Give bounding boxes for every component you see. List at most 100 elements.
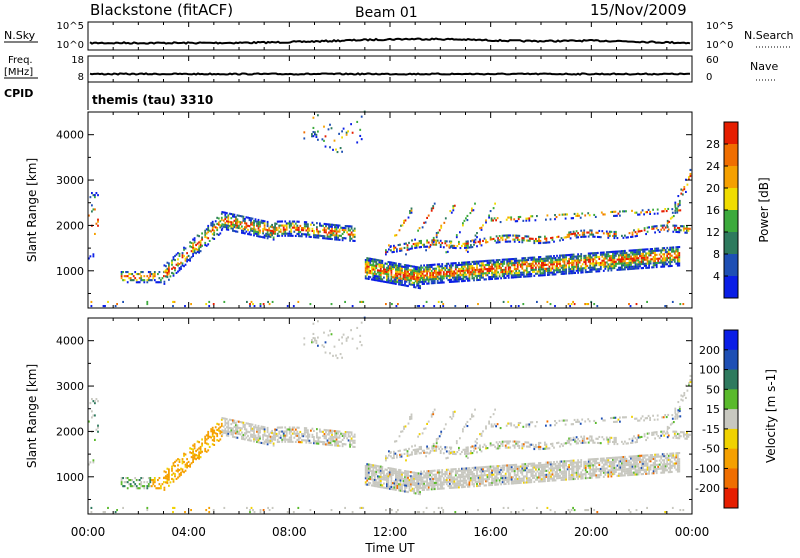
power-cell	[397, 269, 399, 271]
power-cell	[412, 284, 414, 286]
velocity-cell	[140, 481, 142, 483]
velocity-cell	[164, 489, 166, 491]
velocity-cell	[159, 483, 161, 485]
velocity-cell	[165, 471, 167, 473]
power-cell	[502, 273, 504, 275]
power-cell	[554, 218, 556, 220]
velocity-cell	[264, 426, 266, 428]
power-cell	[316, 134, 318, 136]
power-cell	[366, 259, 368, 261]
noise-left-label: N.Sky	[4, 29, 36, 42]
velocity-cell	[630, 511, 632, 513]
power-cell	[458, 280, 460, 282]
power-cell	[645, 255, 647, 257]
power-cell	[325, 146, 327, 148]
power-cell	[405, 253, 407, 255]
power-cell	[546, 240, 548, 242]
power-cell	[121, 277, 123, 279]
velocity-cell	[221, 425, 223, 427]
power-cell	[609, 251, 611, 253]
power-cell	[93, 255, 95, 257]
power-cell	[654, 256, 656, 258]
velocity-cell	[336, 438, 338, 440]
power-cell	[678, 227, 680, 229]
power-cell	[420, 246, 422, 248]
velocity-cell	[255, 424, 257, 426]
power-cell	[452, 207, 454, 209]
velocity-cell	[537, 479, 539, 481]
power-cell	[303, 131, 305, 133]
power-cell	[601, 212, 603, 214]
power-cell	[509, 241, 511, 243]
power-cell	[594, 254, 596, 256]
velocity-cell	[259, 431, 261, 433]
velocity-cell	[682, 509, 684, 511]
power-cell	[639, 263, 641, 265]
velocity-cell	[496, 475, 498, 477]
velocity-cell	[160, 485, 162, 487]
velocity-cell	[127, 487, 129, 489]
power-cell	[597, 232, 599, 234]
power-cell	[678, 246, 680, 248]
velocity-cell	[305, 439, 307, 441]
power-cell	[678, 264, 680, 266]
power-cell	[407, 244, 409, 246]
power-cell	[672, 246, 674, 248]
power-cell	[216, 233, 218, 235]
power-cell	[515, 270, 517, 272]
power-cell	[305, 233, 307, 235]
velocity-cell	[325, 341, 327, 343]
power-cell	[564, 271, 566, 273]
power-cell	[564, 258, 566, 260]
power-cell	[677, 248, 679, 250]
velocity-cell	[305, 442, 307, 444]
velocity-cell	[192, 461, 194, 463]
velocity-cell	[337, 443, 339, 445]
velocity-cell	[139, 479, 141, 481]
velocity-cell	[426, 476, 428, 478]
power-cell	[482, 275, 484, 277]
power-cell	[349, 240, 351, 242]
velocity-cell	[397, 481, 399, 483]
power-cell	[502, 239, 504, 241]
power-cell	[603, 252, 605, 254]
power-cell	[461, 245, 463, 247]
power-cell	[441, 265, 443, 267]
power-cell	[523, 274, 525, 276]
power-cell	[309, 228, 311, 230]
velocity-cell	[391, 480, 393, 482]
power-cell	[446, 273, 448, 275]
power-cell	[577, 232, 579, 234]
freq-right-tick-bottom: 0	[706, 72, 712, 83]
power-cell	[654, 250, 656, 252]
power-cell	[351, 232, 353, 234]
velocity-cell	[524, 469, 526, 471]
velocity-cell	[571, 509, 573, 511]
power-cell	[598, 256, 600, 258]
power-cell	[614, 267, 616, 269]
velocity-cell	[502, 469, 504, 471]
velocity-cell	[127, 477, 129, 479]
power-cell	[600, 266, 602, 268]
power-cell	[339, 239, 341, 241]
velocity-cell	[293, 511, 295, 513]
power-cell	[674, 204, 676, 206]
power-cell	[597, 252, 599, 254]
velocity-cell	[469, 481, 471, 483]
power-cell	[174, 267, 176, 269]
velocity-cell	[207, 431, 209, 433]
power-cell	[218, 217, 220, 219]
power-cell	[317, 139, 319, 141]
velocity-cell	[444, 475, 446, 477]
power-cell	[574, 272, 576, 274]
velocity-cell	[185, 470, 187, 472]
power-cell	[408, 217, 410, 219]
power-cell	[259, 225, 261, 227]
velocity-cell	[499, 471, 501, 473]
power-cell	[383, 277, 385, 279]
power-cell	[667, 226, 669, 228]
power-cell	[356, 121, 358, 123]
power-cell	[654, 262, 656, 264]
power-cell	[348, 227, 350, 229]
velocity-cell	[148, 483, 150, 485]
